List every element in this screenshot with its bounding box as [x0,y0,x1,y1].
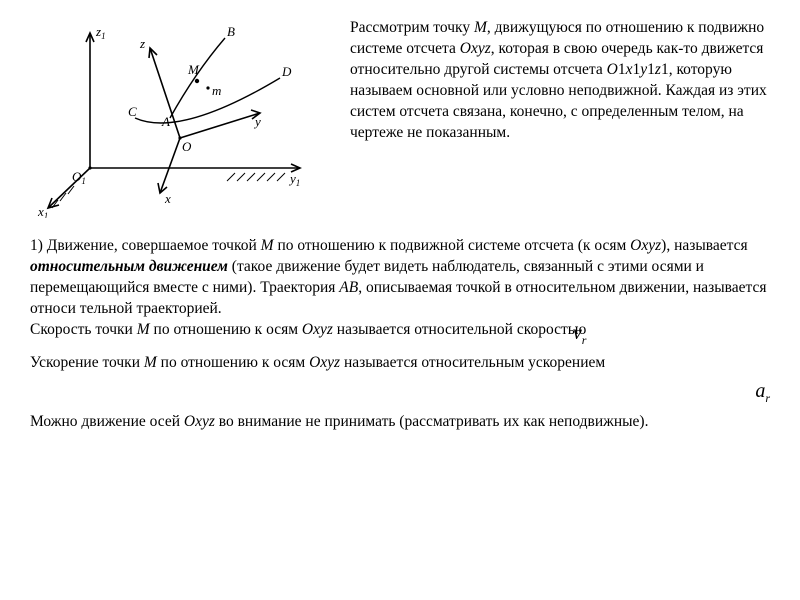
paragraph-1: 1) Движение, совершаемое точкой M по отн… [0,218,800,341]
paragraph-1-main: 1) Движение, совершаемое точкой M по отн… [30,237,767,317]
top-row: z1 x1 y1 O1 z y x O A B C D M m Рассмотр… [0,0,800,218]
paragraph-1-tail: Скорость точки M по отношению к осям Oxy… [30,321,586,338]
label-M: M [187,62,200,77]
label-D: D [281,64,292,79]
slide-page: z1 x1 y1 O1 z y x O A B C D M m Рассмотр… [0,0,800,600]
label-B: B [227,24,235,39]
label-O: O [182,139,192,154]
label-A: A [161,114,170,129]
label-m: m [212,83,221,98]
diagram-svg: z1 x1 y1 O1 z y x O A B C D M m [30,18,330,218]
label-y1: y1 [288,171,300,188]
formula-ar: ar [0,380,800,406]
paragraph-3-text: Можно движение осей Oxyz во внимание не … [30,413,648,430]
label-x: x [164,191,171,206]
label-x1: x1 [37,204,48,218]
label-y: y [253,114,261,129]
label-C: C [128,104,137,119]
label-O1: O1 [72,169,86,186]
intro-paragraph: Рассмотрим точку M, движущуюся по отноше… [350,18,770,218]
label-z: z [139,36,145,51]
paragraph-2: Ускорение точки M по отношению к осям Ox… [0,341,800,374]
paragraph-3: Можно движение осей Oxyz во внимание не … [0,406,800,433]
label-z1: z1 [95,24,106,41]
formula-vr: vr [573,320,587,348]
paragraph-2-text: Ускорение точки M по отношению к осям Ox… [30,354,605,371]
coordinate-diagram: z1 x1 y1 O1 z y x O A B C D M m [30,18,330,218]
